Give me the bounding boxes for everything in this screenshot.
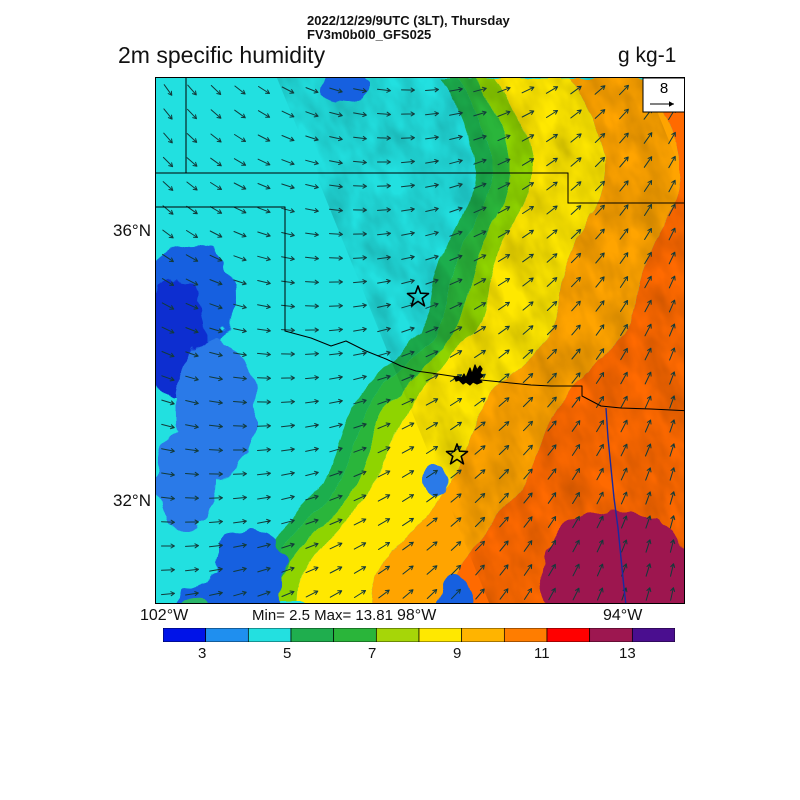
svg-text:8: 8	[660, 80, 668, 97]
